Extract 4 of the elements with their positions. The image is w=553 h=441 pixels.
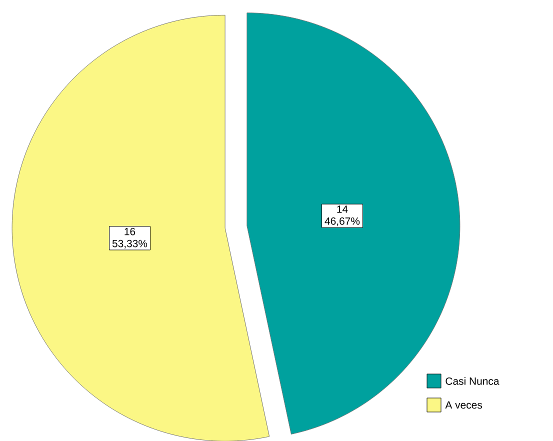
data-label: 16 53,33% xyxy=(112,228,148,248)
legend-label: A veces xyxy=(445,401,482,409)
data-label: 14 46,67% xyxy=(324,206,360,226)
legend-label: Casi Nunca xyxy=(446,377,500,385)
